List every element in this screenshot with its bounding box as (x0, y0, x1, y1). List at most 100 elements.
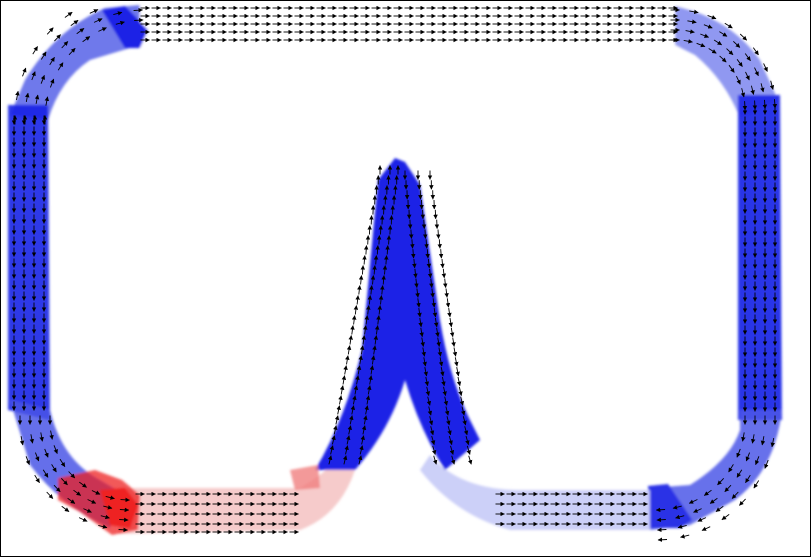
arrow-top-right-corner (696, 42, 706, 48)
arrow-bottom-right-corner (680, 534, 690, 539)
arrow-spike-left (333, 425, 338, 435)
arrow-top-right-corner (732, 40, 741, 48)
arrow-spike-left (360, 435, 365, 445)
arrow-top-left-corner (22, 67, 27, 77)
arrow-top-left-corner (57, 62, 64, 71)
arrow-top-right-corner (685, 29, 695, 34)
arrow-top-left-corner (64, 11, 73, 18)
arrow-spike-right (429, 426, 435, 436)
arrow-top-left-corner (32, 46, 38, 55)
arrow-bottom-right-corner (701, 526, 711, 531)
right-straight (738, 95, 782, 420)
arrow-bottom-right-corner (745, 452, 751, 462)
arrow-spike-right (415, 288, 420, 298)
arrow-top-left-corner (25, 92, 30, 102)
arrow-spike-right (465, 435, 470, 446)
arrow-top-left-corner (134, 17, 144, 23)
arrow-spike-right (413, 268, 418, 279)
arrow-top-left-corner (68, 47, 76, 56)
arrow-bottom-left-corner (34, 474, 40, 484)
arrow-spike-left (353, 305, 359, 315)
arrow-bottom-right-corner (672, 505, 682, 510)
arrow-spike-left (342, 455, 348, 465)
arrow-bottom-right-corner (677, 524, 687, 529)
arrow-spike-left (341, 375, 347, 385)
arrow-bottom-right-corner (688, 499, 698, 504)
arrow-bottom-left-corner (29, 434, 35, 444)
arrow-spike-right (443, 278, 448, 288)
arrow-spike-right (444, 406, 450, 416)
arrow-spike-left (345, 355, 350, 365)
arrow-top-left-corner (46, 27, 54, 35)
arrow-spike-left (369, 365, 375, 375)
arrow-spike-left (352, 395, 357, 405)
arrow-spike-right (462, 416, 467, 426)
arrow-spike-right (436, 229, 441, 239)
arrow-bottom-left-corner (61, 505, 70, 512)
arrow-bottom-left-corner (46, 491, 54, 499)
arrow-top-right-corner (700, 33, 709, 38)
arrow-top-right-corner (750, 85, 755, 95)
arrow-top-left-corner (40, 51, 47, 60)
arrow-top-right-corner (708, 48, 717, 54)
arrow-bottom-right-corner (709, 497, 718, 504)
arrow-bottom-left-corner (98, 524, 108, 529)
arrow-spike-right (450, 455, 456, 465)
arrow-bottom-left-corner (119, 517, 129, 523)
arrow-spike-right (431, 298, 436, 308)
arrow-top-right-corner (752, 100, 758, 110)
arrow-spike-left (365, 235, 371, 245)
arrow-spike-left (334, 415, 340, 425)
arrow-top-left-corner (34, 94, 40, 104)
arrow-top-left-corner (113, 11, 123, 16)
arrow-spike-right (436, 337, 441, 347)
arrow-spike-right (429, 278, 434, 288)
arrow-spike-right (463, 426, 469, 436)
arrow-spike-left (359, 445, 364, 455)
arrow-top-right-corner (772, 99, 778, 109)
arrow-bottom-left-corner (118, 527, 128, 533)
arrow-spike-right (426, 258, 432, 269)
arrow-spike-left (372, 265, 377, 275)
arrow-top-right-corner (740, 88, 746, 98)
arrow-spike-left (372, 345, 377, 355)
arrow-bottom-left-corner (68, 471, 76, 479)
arrow-top-left-corner (40, 74, 45, 84)
arrow-spike-right (417, 308, 422, 318)
arrow-spike-left (347, 425, 352, 435)
arrow-bottom-right-corner (741, 432, 746, 442)
arrow-spike-right (407, 219, 413, 229)
arrow-spike-right (448, 435, 453, 446)
top-straight (140, 4, 690, 48)
arrow-bottom-right-corner (717, 477, 725, 486)
arrow-spike-right (430, 288, 435, 298)
arrow-top-right-corner (763, 63, 768, 72)
arrow-bottom-left-corner (67, 497, 76, 504)
arrow-top-right-corner (769, 80, 775, 90)
arrow-bottom-left-corner (19, 436, 25, 446)
arrow-spike-left (329, 445, 334, 455)
arrow-top-left-corner (133, 7, 143, 13)
arrow-spike-right (414, 278, 419, 288)
arrow-spike-right (431, 445, 437, 455)
arrow-spike-left (357, 285, 362, 295)
arrow-bottom-right-corner (693, 508, 702, 513)
arrow-bottom-left-corner (25, 456, 30, 466)
arrow-spike-left (364, 315, 369, 325)
arrow-spike-left (344, 445, 349, 455)
arrow-spike-right (437, 347, 443, 357)
arrow-spike-left (362, 255, 367, 265)
arrow-bottom-left-corner (120, 497, 130, 503)
arrow-spike-left (356, 365, 362, 375)
arrow-bottom-right-corner (736, 469, 743, 478)
arrow-bottom-left-corner (105, 495, 115, 500)
bottom-straight-right (420, 455, 650, 530)
arrow-spike-right (418, 317, 423, 328)
arrow-spike-left (376, 315, 381, 325)
arrow-bottom-right-corner (703, 489, 712, 496)
arrow-spike-right (441, 268, 447, 279)
arrow-spike-left (385, 245, 390, 255)
arrow-spike-left (373, 255, 379, 265)
arrow-top-left-corner (31, 71, 36, 81)
arrow-bottom-left-corner (91, 490, 101, 495)
